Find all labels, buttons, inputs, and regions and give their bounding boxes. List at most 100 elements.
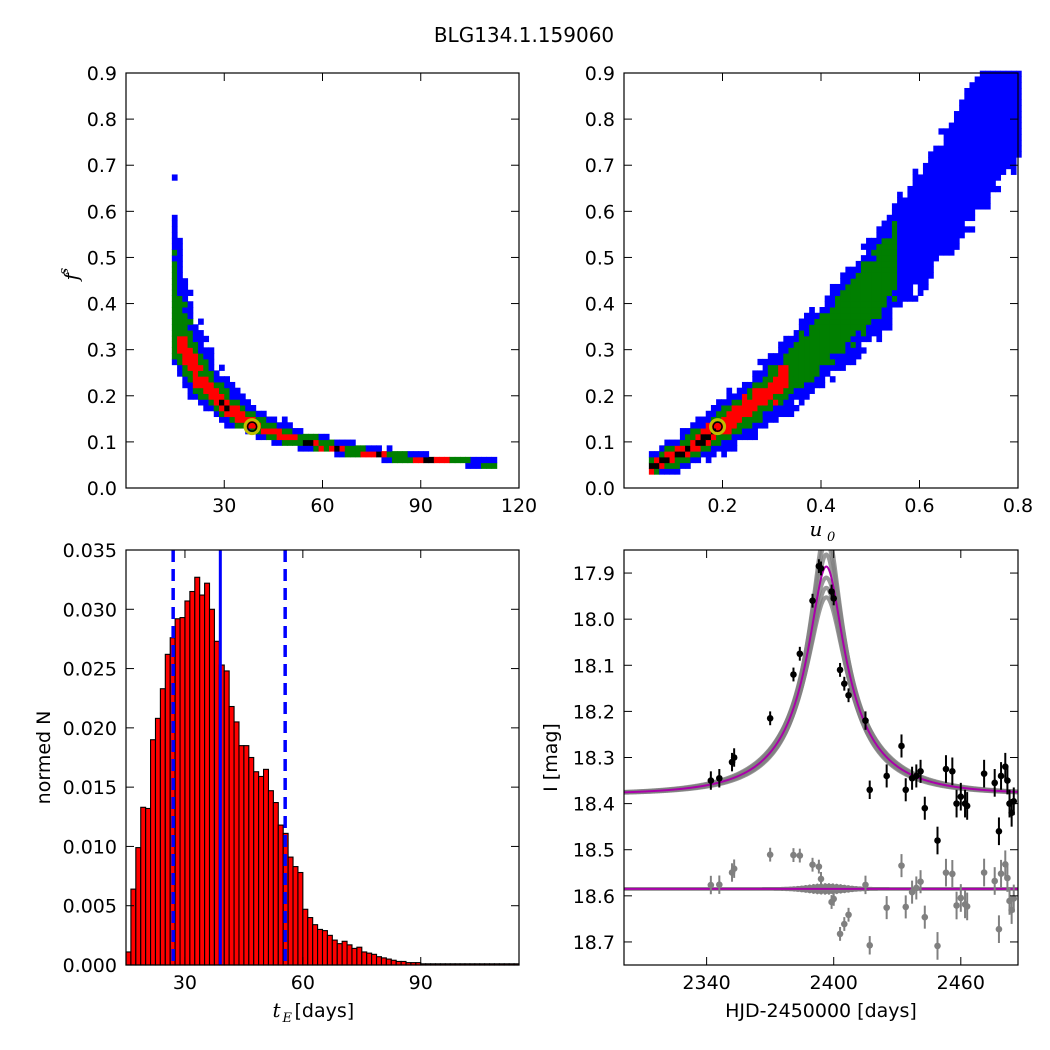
confidence-cell — [747, 405, 753, 412]
confidence-cell — [192, 387, 199, 394]
confidence-cell — [824, 341, 831, 348]
confidence-cell — [1000, 145, 1007, 152]
confidence-cell — [969, 139, 976, 147]
histogram-bar — [208, 608, 215, 966]
confidence-cell — [938, 249, 945, 256]
confidence-cell — [933, 232, 939, 239]
confidence-cell — [948, 174, 955, 181]
confidence-cell — [767, 381, 774, 389]
confidence-cell — [397, 451, 403, 458]
confidence-cell — [829, 358, 836, 366]
confidence-cell — [219, 381, 225, 389]
confidence-cell — [187, 376, 194, 383]
confidence-cell — [943, 168, 950, 175]
confidence-cell — [491, 462, 498, 469]
confidence-cell — [840, 353, 846, 360]
confidence-cell — [695, 456, 702, 464]
confidence-cell — [741, 433, 748, 441]
confidence-cell — [990, 122, 996, 129]
confidence-cell — [334, 445, 341, 452]
confidence-cell — [866, 324, 872, 331]
confidence-cell — [219, 399, 225, 406]
confidence-cell — [177, 318, 183, 325]
confidence-cell — [871, 324, 877, 331]
confidence-cell — [891, 278, 898, 285]
confidence-cell — [912, 214, 919, 222]
confidence-cell — [845, 341, 852, 348]
best-fit-marker — [709, 418, 727, 436]
confidence-cell — [855, 295, 862, 302]
confidence-cell — [866, 243, 872, 250]
confidence-cell — [1016, 111, 1022, 118]
confidence-cell — [679, 456, 686, 464]
confidence-cell — [171, 278, 178, 285]
confidence-cell — [985, 180, 991, 187]
confidence-cell — [741, 422, 748, 429]
confidence-cell — [871, 278, 877, 285]
confidence-cell — [835, 324, 841, 331]
confidence-cell — [829, 295, 836, 302]
confidence-cell — [902, 272, 908, 279]
confidence-cell — [840, 301, 846, 308]
confidence-cell — [1000, 157, 1007, 164]
confidence-cell — [835, 312, 841, 320]
confidence-cell — [855, 278, 862, 285]
histogram-bar — [150, 739, 157, 966]
confidence-cell — [192, 353, 199, 360]
confidence-cell — [979, 139, 986, 147]
histogram-bar — [292, 866, 299, 966]
confidence-cell — [752, 416, 758, 423]
confidence-cell — [339, 445, 346, 452]
confidence-cell — [824, 358, 831, 366]
confidence-cell — [907, 220, 914, 227]
confidence-cell — [876, 283, 883, 291]
confidence-cell — [902, 260, 908, 268]
confidence-cell — [260, 422, 267, 429]
confidence-cell — [762, 387, 769, 394]
confidence-cell — [213, 370, 220, 377]
histogram-bar — [213, 640, 220, 966]
confidence-cell — [224, 410, 230, 418]
confidence-cell — [866, 312, 872, 320]
confidence-cell — [845, 272, 852, 279]
confidence-cell — [1000, 76, 1007, 83]
confidence-cell — [783, 364, 789, 371]
confidence-cell — [985, 105, 991, 112]
confidence-cell — [979, 116, 986, 124]
confidence-cell — [778, 353, 784, 360]
confidence-cell — [881, 324, 888, 331]
confidence-cell — [203, 347, 210, 354]
confidence-cell — [182, 341, 189, 348]
confidence-cell — [255, 410, 262, 418]
confidence-cell — [871, 260, 877, 268]
confidence-cell — [171, 283, 178, 291]
confidence-cell — [917, 220, 924, 227]
confidence-cell — [741, 381, 748, 389]
confidence-cell — [726, 405, 733, 412]
confidence-cell — [1010, 93, 1017, 101]
confidence-cell — [979, 93, 986, 101]
data-point — [796, 650, 804, 658]
confidence-cell — [203, 405, 210, 412]
confidence-cell — [959, 209, 965, 216]
confidence-cell — [866, 278, 872, 285]
confidence-cell — [912, 197, 919, 204]
confidence-cell — [933, 237, 939, 245]
confidence-cell — [876, 301, 883, 308]
confidence-cell — [747, 428, 753, 435]
confidence-cell — [721, 405, 727, 412]
confidence-cell — [845, 330, 852, 337]
histogram-bar — [140, 806, 147, 966]
confidence-cell — [928, 151, 934, 158]
x-tick-label: 0.8 — [1003, 495, 1033, 517]
confidence-cell — [871, 283, 877, 291]
confidence-cell — [804, 324, 810, 331]
confidence-cell — [855, 318, 862, 325]
confidence-cell — [969, 174, 976, 181]
confidence-cell — [964, 99, 970, 106]
x-tick-label: 2400 — [810, 972, 858, 994]
confidence-cell — [229, 381, 236, 389]
confidence-cell — [953, 174, 960, 181]
data-point — [913, 772, 920, 780]
confidence-cell — [177, 370, 183, 377]
